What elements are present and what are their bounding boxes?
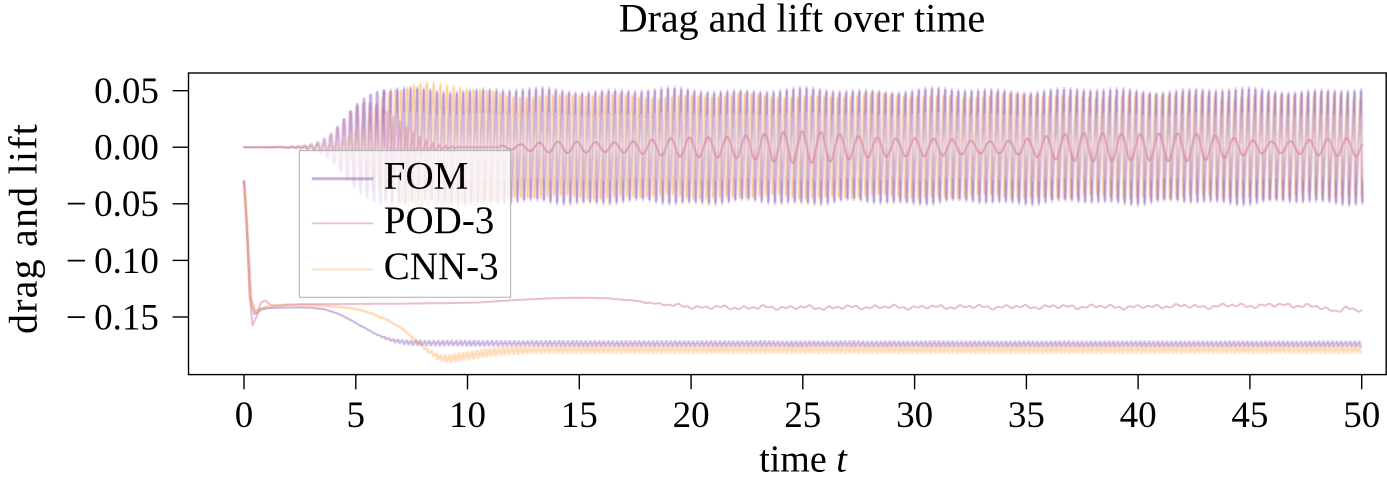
svg-text:drag and lift: drag and lift <box>1 123 46 334</box>
svg-text:POD-3: POD-3 <box>384 199 495 242</box>
svg-text:35: 35 <box>1008 395 1045 436</box>
svg-text:FOM: FOM <box>384 154 469 197</box>
svg-text:10: 10 <box>449 395 486 436</box>
svg-text:− 0.05: − 0.05 <box>66 184 159 225</box>
svg-text:Drag and lift over time: Drag and lift over time <box>619 0 986 41</box>
svg-text:20: 20 <box>673 395 710 436</box>
svg-text:15: 15 <box>561 395 598 436</box>
svg-text:time t: time t <box>759 439 848 481</box>
svg-text:− 0.10: − 0.10 <box>66 241 159 282</box>
svg-text:CNN-3: CNN-3 <box>384 245 499 288</box>
svg-text:0.00: 0.00 <box>94 128 159 169</box>
svg-text:40: 40 <box>1120 395 1157 436</box>
svg-text:5: 5 <box>347 395 366 436</box>
svg-text:25: 25 <box>784 395 821 436</box>
svg-text:45: 45 <box>1231 395 1268 436</box>
svg-text:− 0.15: − 0.15 <box>66 297 159 338</box>
svg-text:0.05: 0.05 <box>94 71 159 112</box>
svg-text:50: 50 <box>1343 395 1380 436</box>
svg-text:30: 30 <box>896 395 933 436</box>
svg-text:0: 0 <box>235 395 254 436</box>
